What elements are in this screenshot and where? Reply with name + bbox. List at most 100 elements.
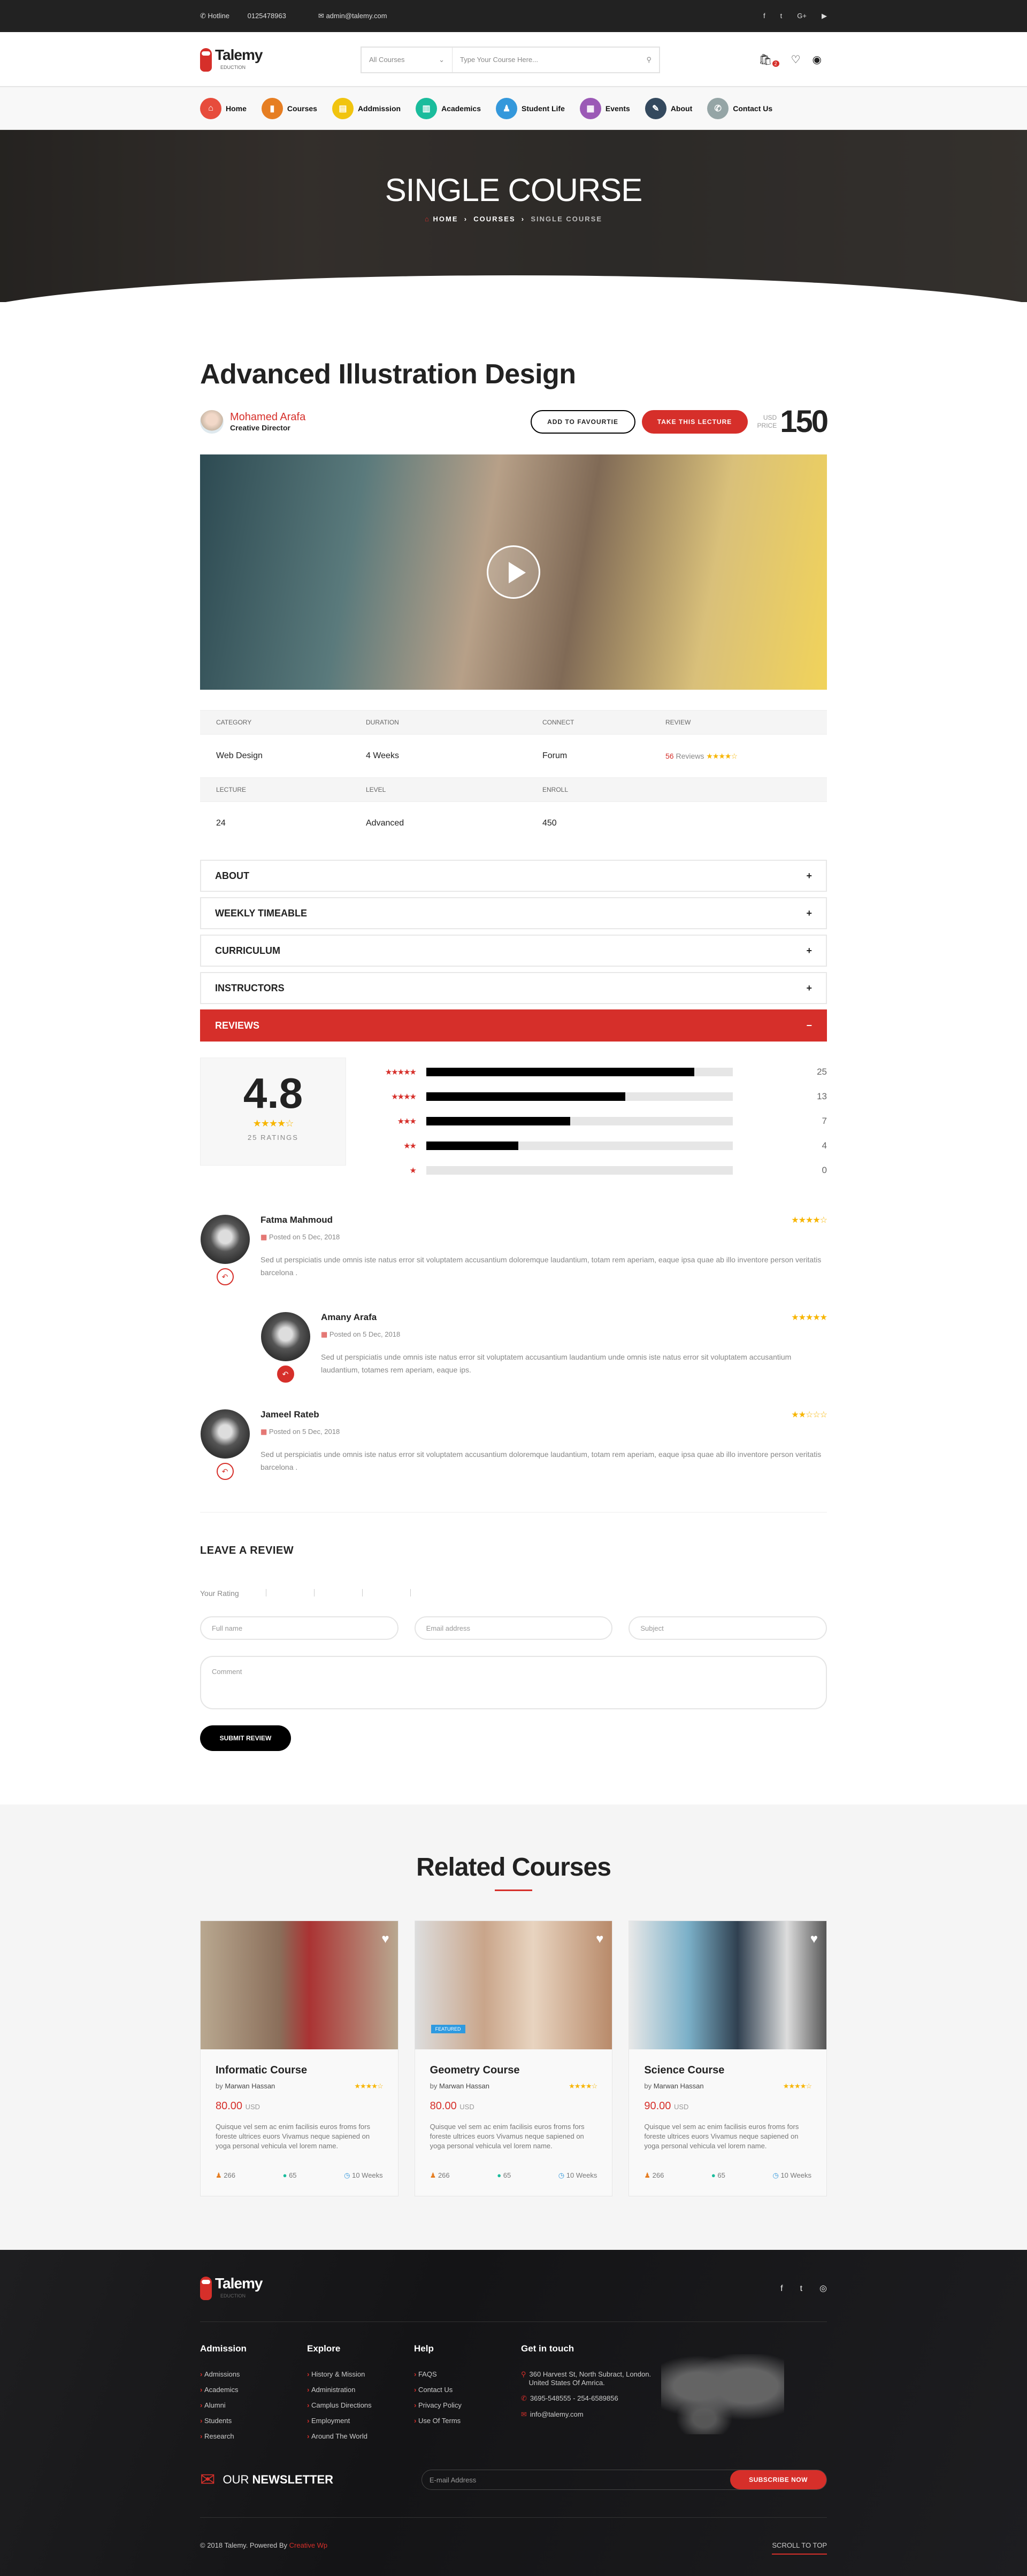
rating-star-input[interactable] <box>265 1589 287 1596</box>
rating-star-input[interactable] <box>362 1589 384 1596</box>
nav-item-about[interactable]: ✎ About <box>645 98 692 119</box>
contact-email[interactable]: ✉ info@talemy.com <box>521 2410 584 2418</box>
course-accordion: ABOUT + WEEKLY TIMEABLE + CURRICULUM + INSTRUC… <box>200 860 827 1042</box>
footer-link[interactable]: Employment <box>307 2417 414 2425</box>
breadcrumb-home[interactable]: HOME <box>433 215 458 223</box>
nav-item-courses[interactable]: ▮ Courses <box>261 98 317 119</box>
course-image[interactable]: ♥ <box>201 1921 398 2049</box>
subscribe-button[interactable]: SUBSCRIBE NOW <box>730 2470 826 2489</box>
footer-link[interactable]: Privacy Policy <box>414 2401 521 2409</box>
footer-link[interactable]: Research <box>200 2432 307 2440</box>
heart-icon[interactable]: ♥ <box>381 1932 389 1946</box>
search-icon[interactable]: ⚲ <box>646 55 652 64</box>
accordion-about[interactable]: ABOUT + <box>200 860 827 892</box>
reviewer-avatar <box>200 1215 250 1264</box>
instagram-icon[interactable]: ◎ <box>819 2284 827 2293</box>
reply-icon[interactable]: ↶ <box>216 1268 234 1285</box>
toggle-icon: + <box>806 870 812 881</box>
nav-item-contact-us[interactable]: ✆ Contact Us <box>707 98 772 119</box>
comments-icon: ● <box>282 2171 287 2179</box>
user-icon[interactable]: ◉ <box>812 54 822 66</box>
reply-icon[interactable]: ↶ <box>216 1463 234 1480</box>
category-select[interactable]: All Courses ⌄ <box>362 47 453 72</box>
heart-icon[interactable]: ♡ <box>791 54 801 66</box>
footer-col: ExploreHistory & MissionAdministrationCa… <box>307 2343 414 2448</box>
footer-link[interactable]: Academics <box>200 2386 307 2394</box>
course-video[interactable] <box>200 454 827 690</box>
footer-link[interactable]: Admissions <box>200 2370 307 2378</box>
take-lecture-button[interactable]: TAKE THIS LECTURE <box>641 410 748 434</box>
google-plus-icon[interactable]: G+ <box>797 12 807 20</box>
accordion-curriculum[interactable]: CURRICULUM + <box>200 935 827 967</box>
rating-star-input[interactable] <box>313 1589 335 1596</box>
nav-icon: ▮ <box>261 98 283 119</box>
facebook-icon[interactable]: f <box>780 2284 783 2293</box>
rating-stars: ★★★★☆ <box>706 751 738 760</box>
email-input[interactable]: Email address <box>414 1616 613 1640</box>
world-map <box>661 2354 784 2434</box>
scroll-to-top[interactable]: SCROLL TO TOP <box>772 2541 827 2555</box>
footer-link[interactable]: Students <box>200 2417 307 2425</box>
footer-link[interactable]: Contact Us <box>414 2386 521 2394</box>
review-list: ↶ Fatma Mahmoud ★★★★☆ ▦ Posted on 5 Dec, 20… <box>200 1215 827 1480</box>
nav-item-events[interactable]: ▦ Events <box>579 98 630 119</box>
nav-item-home[interactable]: ⌂ Home <box>200 98 247 119</box>
facebook-icon[interactable]: f <box>763 12 765 20</box>
accordion-reviews[interactable]: REVIEWS − <box>200 1009 827 1042</box>
students-icon: ♟ <box>216 2171 222 2179</box>
map-pin-icon: ⚲ <box>521 2370 526 2378</box>
cart-icon[interactable]: 🛍 2 <box>758 53 779 67</box>
instructor-name[interactable]: Mohamed Arafa <box>230 411 306 423</box>
footer-logo[interactable]: Talemy EDUCTION <box>200 2276 361 2300</box>
rating-bar-fill <box>426 1117 571 1125</box>
add-to-favourite-button[interactable]: ADD TO FAVOURTIE <box>530 410 635 434</box>
subject-input[interactable]: Subject <box>629 1616 827 1640</box>
play-icon[interactable] <box>487 545 540 599</box>
footer-link[interactable]: History & Mission <box>307 2370 414 2378</box>
address: ⚲ 360 Harvest St, North Subract, London. … <box>521 2370 652 2387</box>
rating-star-input[interactable] <box>410 1589 432 1596</box>
twitter-icon[interactable]: t <box>800 2284 803 2293</box>
footer-link[interactable]: Use Of Terms <box>414 2417 521 2425</box>
course-image[interactable]: ♥ <box>629 1921 827 2049</box>
footer-col: HelpFAQSContact UsPrivacy PolicyUse Of T… <box>414 2343 521 2448</box>
course-card[interactable]: ♥ FEATURED Geometry Course by Marwan Hassan… <box>414 1921 613 2196</box>
heart-icon[interactable]: ♥ <box>810 1932 818 1946</box>
nav-item-addmission[interactable]: ▤ Addmission <box>332 98 401 119</box>
comment-textarea[interactable]: Comment <box>200 1656 827 1709</box>
clock-icon: ◷ <box>558 2171 565 2179</box>
footer-link[interactable]: FAQS <box>414 2370 521 2378</box>
comments-icon: ● <box>497 2171 502 2179</box>
email-link[interactable]: ✉ admin@talemy.com <box>318 12 387 20</box>
twitter-icon[interactable]: t <box>780 12 783 20</box>
nav-icon: ♟ <box>496 98 517 119</box>
course-card[interactable]: ♥ Informatic Course by Marwan Hassan ★★★★☆ 8… <box>200 1921 398 2196</box>
course-image[interactable]: ♥ FEATURED <box>415 1921 612 2049</box>
submit-review-button[interactable]: SUBMIT REVIEW <box>200 1725 291 1751</box>
copyright: © 2018 Talemy. Powered By Creative Wp <box>200 2541 328 2549</box>
course-card[interactable]: ♥ Science Course by Marwan Hassan ★★★★☆ 90.0… <box>629 1921 827 2196</box>
footer-link[interactable]: Around The World <box>307 2432 414 2440</box>
owl-logo-icon <box>200 2277 212 2300</box>
youtube-icon[interactable]: ▶ <box>822 12 827 20</box>
full-name-input[interactable]: Full name <box>200 1616 398 1640</box>
nav-item-academics[interactable]: ▥ Academics <box>416 98 481 119</box>
footer-link[interactable]: Alumni <box>200 2401 307 2409</box>
logo[interactable]: Talemy EDUCTION <box>200 47 361 72</box>
footer-link[interactable]: Camplus Directions <box>307 2401 414 2409</box>
rating-bar-fill <box>426 1142 518 1150</box>
breadcrumb: ⌂ HOME › COURSES › SINGLE COURSE <box>425 215 602 223</box>
featured-badge: FEATURED <box>431 2025 465 2033</box>
clock-icon: ◷ <box>344 2171 350 2179</box>
footer-link[interactable]: Administration <box>307 2386 414 2394</box>
accordion-instructors[interactable]: INSTRUCTORS + <box>200 972 827 1004</box>
accordion-weekly-timeable[interactable]: WEEKLY TIMEABLE + <box>200 897 827 929</box>
reply-icon[interactable]: ↶ <box>277 1366 294 1383</box>
search-input[interactable]: Type Your Course Here... ⚲ <box>460 55 652 64</box>
powered-by-link[interactable]: Creative Wp <box>289 2541 328 2549</box>
nav-item-student-life[interactable]: ♟ Student Life <box>496 98 565 119</box>
newsletter-email-input[interactable]: E-mail Address <box>429 2475 477 2484</box>
students-icon: ♟ <box>644 2171 650 2179</box>
heart-icon[interactable]: ♥ <box>596 1932 604 1946</box>
breadcrumb-courses[interactable]: COURSES <box>473 215 516 223</box>
